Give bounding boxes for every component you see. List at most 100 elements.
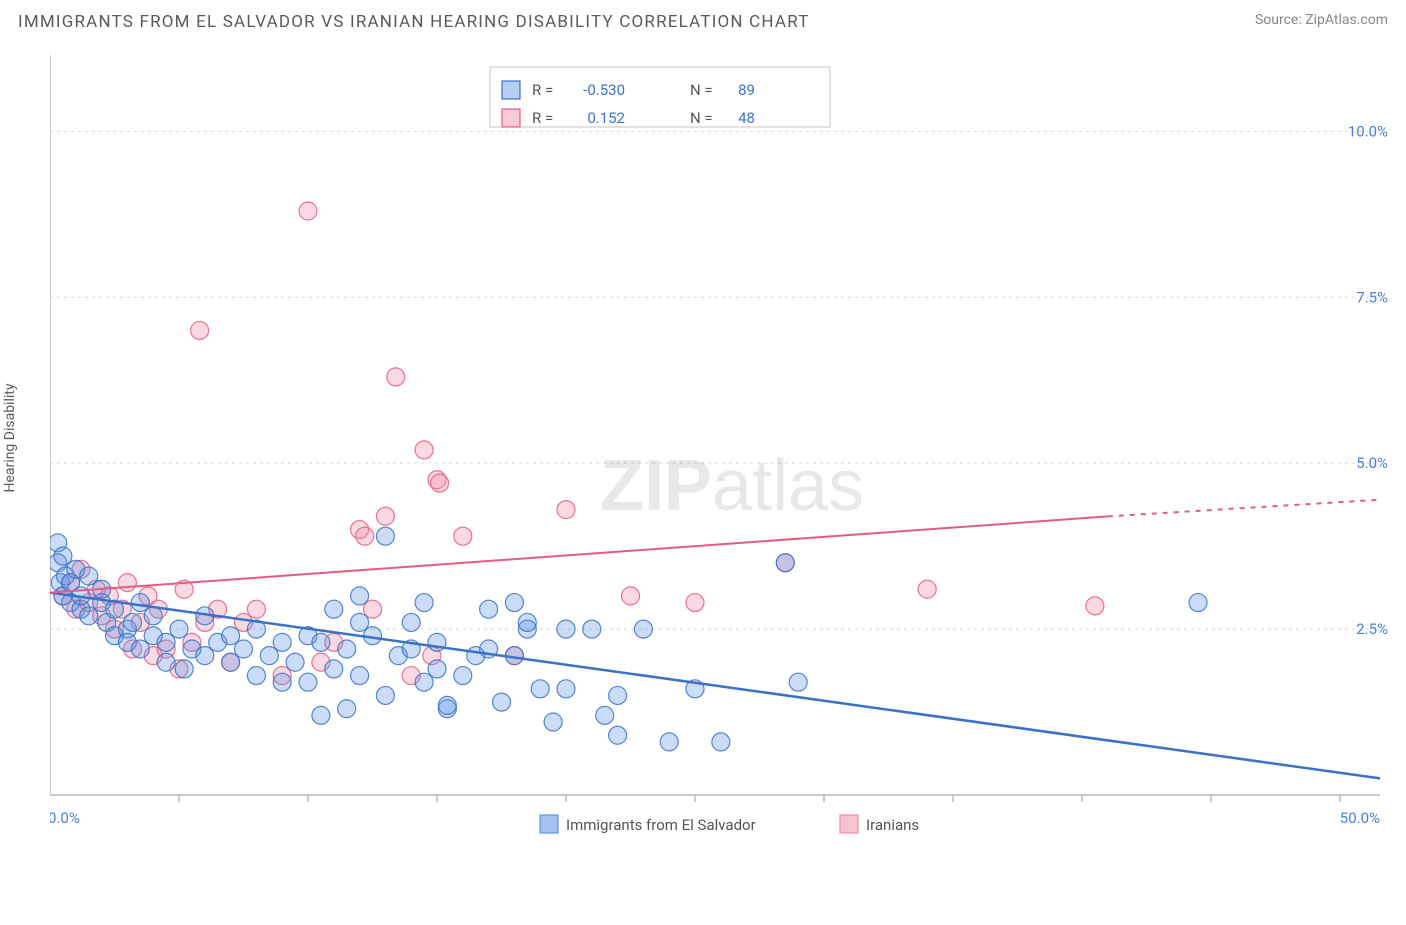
x-tick-label-right: 50.0% [1340,809,1380,827]
chart-container: 2.5% 5.0% 7.5% 10.0% 0.0% 50.0% R = -0.530 N = 89… [50,55,1390,825]
scatter-point [131,640,149,658]
scatter-point [222,627,240,645]
legend-r-label: R = [532,81,553,99]
scatter-point [609,686,627,704]
scatter-point [622,587,640,605]
scatter-point [54,547,72,565]
scatter-point [557,680,575,698]
scatter-point [325,600,343,618]
scatter-point [356,527,374,545]
scatter-point [776,554,794,572]
legend-n-label: N = [690,81,713,99]
scatter-point [415,594,433,612]
source-attribution: Source: ZipAtlas.com [1255,12,1388,28]
scatter-point [222,653,240,671]
scatter-chart: 2.5% 5.0% 7.5% 10.0% 0.0% 50.0% R = -0.530 N = 89… [50,55,1390,925]
y-tick-label: 2.5% [1356,620,1388,638]
scatter-point [338,640,356,658]
scatter-point [415,673,433,691]
scatter-point [918,580,936,598]
trend-line [50,516,1108,592]
legend-swatch [502,81,520,99]
bottom-legend-label: Immigrants from El Salvador [566,816,756,834]
y-tick-label: 10.0% [1348,122,1388,140]
scatter-point [170,620,188,638]
trend-line [50,593,1380,779]
scatter-point [376,507,394,525]
scatter-point [1086,597,1104,615]
bottom-legend-label: Iranians [866,816,919,834]
bottom-legend-swatch [540,815,558,833]
scatter-point [454,527,472,545]
scatter-point [428,660,446,678]
scatter-point [480,600,498,618]
scatter-point [660,733,678,751]
scatter-point [273,633,291,651]
y-axis-label: Hearing Disability [2,384,18,493]
scatter-point [518,613,536,631]
scatter-point [144,607,162,625]
scatter-point [351,587,369,605]
legend-n-value: 89 [738,81,755,99]
legend-r-label: R = [532,109,553,127]
scatter-point [351,613,369,631]
scatter-point [260,647,278,665]
scatter-point [557,501,575,519]
legend-r-value: 0.152 [587,109,625,127]
scatter-point [80,607,98,625]
scatter-point [157,653,175,671]
legend-n-label: N = [690,109,713,127]
scatter-point [531,680,549,698]
scatter-point [338,700,356,718]
scatter-point [438,696,456,714]
scatter-point [351,667,369,685]
scatter-point [325,660,343,678]
scatter-point [583,620,601,638]
y-tick-label: 5.0% [1356,454,1388,472]
trend-line-dashed [1108,500,1380,517]
scatter-point [312,706,330,724]
scatter-point [415,441,433,459]
scatter-point [196,647,214,665]
scatter-point [247,600,265,618]
scatter-point [431,474,449,492]
scatter-point [124,613,142,631]
scatter-point [387,368,405,386]
scatter-point [634,620,652,638]
chart-title: IMMIGRANTS FROM EL SALVADOR VS IRANIAN H… [18,12,810,32]
scatter-point [402,613,420,631]
scatter-point [557,620,575,638]
bottom-legend-swatch [840,815,858,833]
scatter-point [299,202,317,220]
scatter-point [596,706,614,724]
scatter-point [454,667,472,685]
scatter-point [493,693,511,711]
scatter-point [686,594,704,612]
scatter-point [364,600,382,618]
scatter-point [376,527,394,545]
scatter-point [118,574,136,592]
scatter-point [235,640,253,658]
scatter-point [712,733,730,751]
legend-swatch [502,109,520,127]
scatter-point [80,567,98,585]
scatter-point [157,633,175,651]
scatter-point [609,726,627,744]
legend-r-value: -0.530 [583,81,625,99]
scatter-point [505,594,523,612]
scatter-point [247,667,265,685]
scatter-point [131,594,149,612]
scatter-point [191,321,209,339]
scatter-point [175,660,193,678]
x-tick-label-left: 0.0% [50,809,80,827]
scatter-point [286,653,304,671]
scatter-point [273,673,291,691]
legend-n-value: 48 [738,109,755,127]
y-tick-label: 7.5% [1356,288,1388,306]
scatter-point [299,673,317,691]
scatter-point [376,686,394,704]
scatter-point [1189,594,1207,612]
scatter-point [789,673,807,691]
scatter-point [544,713,562,731]
scatter-point [312,633,330,651]
